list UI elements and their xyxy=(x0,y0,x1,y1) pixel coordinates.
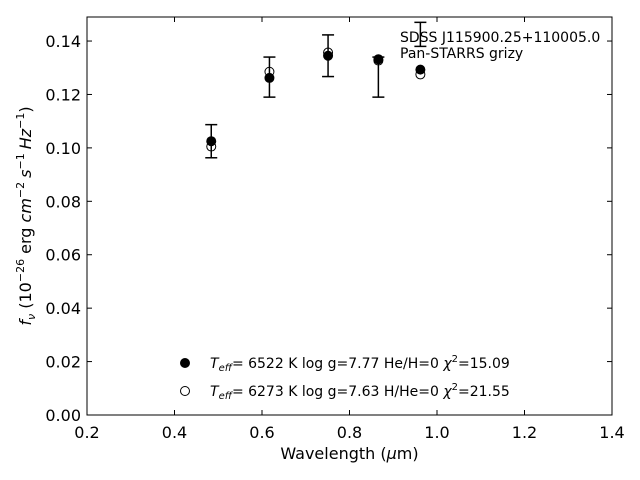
x-tick-label: 0.8 xyxy=(337,423,362,442)
legend-entry-1: Teff= 6522 K log g=7.77 He/H=0 χ2=15.09 xyxy=(210,354,510,374)
y-tick-label: 0.00 xyxy=(45,406,81,425)
open-marker xyxy=(206,141,217,152)
annotation-object-name: SDSS J115900.25+110005.0 xyxy=(400,30,600,46)
filled-marker xyxy=(206,136,217,147)
y-axis: 0.00 0.02 0.04 0.06 0.08 0.10 0.12 0.14 xyxy=(45,32,612,425)
x-tick-label: 1.0 xyxy=(424,423,449,442)
legend-entry-2: Teff= 6273 K log g=7.63 H/He=0 χ2=21.55 xyxy=(210,382,510,402)
annotation-survey: Pan-STARRS grizy xyxy=(400,46,523,62)
legend: Teff= 6522 K log g=7.77 He/H=0 χ2=15.09 … xyxy=(180,354,510,402)
x-tick-label: 0.4 xyxy=(162,423,187,442)
legend-marker-open xyxy=(180,386,190,396)
x-axis: 0.2 0.4 0.6 0.8 1.0 1.2 1.4 xyxy=(74,17,625,442)
observed-errorbars xyxy=(205,21,427,159)
y-tick-label: 0.14 xyxy=(45,32,81,51)
open-marker xyxy=(323,47,334,58)
x-axis-label: Wavelength (μm) xyxy=(280,444,418,463)
series-he-h-0 xyxy=(206,50,426,147)
filled-marker xyxy=(323,50,334,61)
y-tick-label: 0.12 xyxy=(45,85,81,104)
x-tick-label: 0.2 xyxy=(74,423,99,442)
y-tick-label: 0.06 xyxy=(45,246,81,265)
y-axis-label: fν (10−26 erg cm−2s−1Hz−1) xyxy=(14,106,38,325)
y-tick-label: 0.02 xyxy=(45,353,81,372)
y-tick-label: 0.04 xyxy=(45,299,81,318)
open-marker xyxy=(264,66,275,77)
y-tick-label: 0.08 xyxy=(45,192,81,211)
open-marker xyxy=(373,55,384,66)
legend-marker-filled xyxy=(180,358,190,368)
x-tick-label: 1.4 xyxy=(599,423,624,442)
y-tick-label: 0.10 xyxy=(45,139,81,158)
open-marker xyxy=(415,69,426,80)
series-h-he-0 xyxy=(206,47,426,152)
x-tick-label: 1.2 xyxy=(512,423,537,442)
x-tick-label: 0.6 xyxy=(249,423,274,442)
